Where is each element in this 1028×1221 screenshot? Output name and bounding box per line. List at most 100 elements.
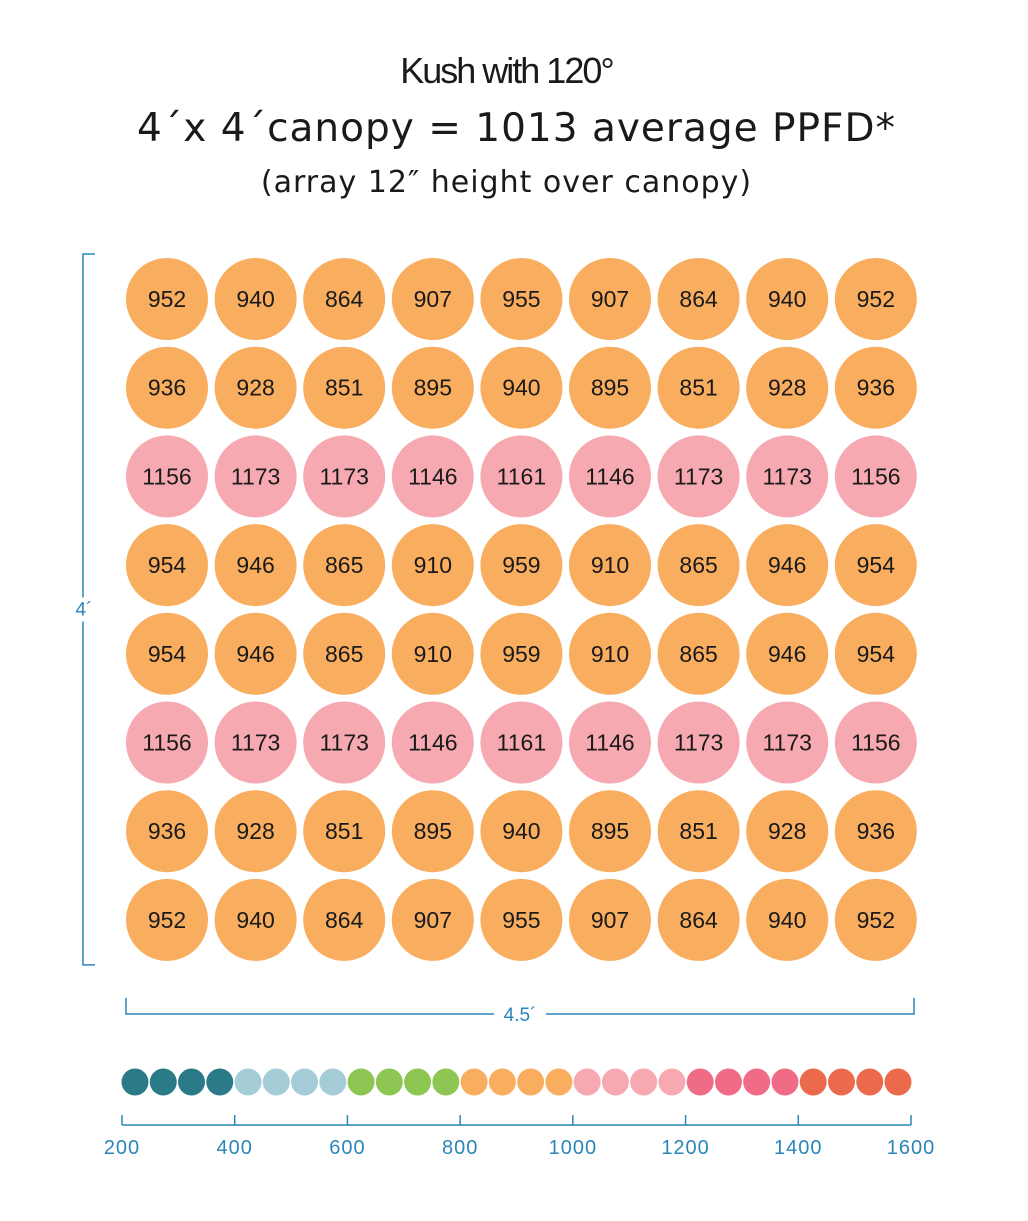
ppfd-cell xyxy=(126,346,208,429)
ppfd-value: 940 xyxy=(502,818,540,844)
ppfd-value: 1156 xyxy=(142,463,191,489)
scale-dot xyxy=(291,1068,319,1096)
scale-dot xyxy=(601,1068,629,1096)
ppfd-value: 959 xyxy=(502,641,540,667)
ppfd-cell xyxy=(214,524,297,607)
ppfd-cell xyxy=(391,612,474,695)
ppfd-value: 907 xyxy=(414,907,452,933)
ppfd-value: 864 xyxy=(679,286,718,312)
scale-dot xyxy=(545,1068,573,1096)
ppfd-value: 955 xyxy=(502,286,540,312)
ppfd-value: 940 xyxy=(236,286,274,312)
scale-dot xyxy=(799,1068,827,1096)
ppfd-cell xyxy=(391,878,474,961)
ppfd-cell xyxy=(834,878,917,961)
ppfd-cell xyxy=(834,258,917,340)
ppfd-value: 1173 xyxy=(231,463,280,489)
ppfd-value: 864 xyxy=(325,286,364,312)
ppfd-cell xyxy=(391,258,474,340)
ppfd-cell xyxy=(126,258,208,340)
scale-dot xyxy=(630,1068,658,1096)
ppfd-value: 851 xyxy=(679,375,717,401)
ppfd-value: 952 xyxy=(148,286,186,312)
chart-note: (array 12″ height over canopy) xyxy=(260,165,753,200)
ppfd-value: 955 xyxy=(502,907,540,933)
ppfd-value: 936 xyxy=(148,818,186,844)
width-label-backing xyxy=(494,1002,546,1026)
ppfd-cell xyxy=(303,435,386,518)
ppfd-cell xyxy=(303,701,386,784)
ppfd-cell xyxy=(480,878,563,961)
chart-subtitle: 4´x 4´canopy = 1013 average PPFD* xyxy=(136,106,897,151)
ppfd-cell xyxy=(391,701,474,784)
scale-dot xyxy=(827,1068,855,1096)
scale-dot xyxy=(658,1068,686,1096)
scale-tick-label: 1200 xyxy=(661,1137,710,1159)
ppfd-cell xyxy=(126,878,208,961)
ppfd-value: 940 xyxy=(768,286,806,312)
ppfd-value: 946 xyxy=(768,641,806,667)
ppfd-value: 928 xyxy=(768,375,806,401)
ppfd-value: 959 xyxy=(502,552,540,578)
ppfd-value: 865 xyxy=(325,641,363,667)
ppfd-cell xyxy=(391,790,474,873)
scale-dot xyxy=(347,1068,375,1096)
ppfd-cell xyxy=(480,258,563,340)
ppfd-value: 851 xyxy=(325,818,363,844)
ppfd-cell xyxy=(569,346,651,429)
ppfd-value: 895 xyxy=(591,818,629,844)
ppfd-cell xyxy=(303,612,386,695)
ppfd-value: 946 xyxy=(236,641,274,667)
ppfd-value: 1173 xyxy=(762,730,811,756)
ppfd-cell xyxy=(480,701,563,784)
ppfd-cell xyxy=(303,258,386,340)
ppfd-cell xyxy=(126,612,208,695)
ppfd-value: 1173 xyxy=(762,463,811,489)
ppfd-value: 864 xyxy=(679,907,718,933)
ppfd-cell xyxy=(834,524,917,607)
ppfd-value: 1173 xyxy=(674,463,723,489)
scale-dot xyxy=(234,1068,262,1096)
ppfd-cell xyxy=(214,790,297,873)
ppfd-cell xyxy=(657,790,740,873)
height-label-backing xyxy=(70,597,98,622)
ppfd-cell xyxy=(391,435,474,518)
ppfd-cell xyxy=(569,790,651,873)
scale-tick-label: 200 xyxy=(104,1137,140,1159)
ppfd-cell xyxy=(657,435,740,518)
ppfd-value: 1173 xyxy=(319,730,368,756)
ppfd-value: 936 xyxy=(857,818,895,844)
ppfd-value: 1173 xyxy=(231,730,280,756)
ppfd-value: 907 xyxy=(591,286,629,312)
ppfd-cell xyxy=(834,435,917,518)
ppfd-value: 940 xyxy=(768,907,806,933)
ppfd-value: 910 xyxy=(591,552,629,578)
ppfd-cell xyxy=(480,790,563,873)
ppfd-cell xyxy=(746,790,829,873)
ppfd-cell xyxy=(303,524,386,607)
ppfd-cell xyxy=(746,524,829,607)
scale-dot xyxy=(488,1068,516,1096)
ppfd-cell xyxy=(303,346,386,429)
ppfd-value: 865 xyxy=(325,552,363,578)
ppfd-value: 952 xyxy=(148,907,186,933)
ppfd-cell xyxy=(657,346,740,429)
ppfd-cell xyxy=(746,258,829,340)
ppfd-cell xyxy=(214,612,297,695)
ppfd-value: 954 xyxy=(148,552,187,578)
ppfd-cell xyxy=(569,435,651,518)
ppfd-value: 895 xyxy=(414,818,452,844)
ppfd-value: 954 xyxy=(857,552,896,578)
scale-tick-label: 1400 xyxy=(774,1137,823,1159)
ppfd-value: 952 xyxy=(857,907,895,933)
scale-tick-label: 800 xyxy=(442,1137,478,1159)
scale-dot xyxy=(884,1068,912,1096)
ppfd-value: 1173 xyxy=(674,730,723,756)
ppfd-value: 954 xyxy=(857,641,896,667)
ppfd-value: 1156 xyxy=(142,730,191,756)
ppfd-value: 928 xyxy=(236,375,274,401)
ppfd-cell xyxy=(303,790,386,873)
scale-dot xyxy=(206,1068,234,1096)
ppfd-cell xyxy=(126,435,208,518)
width-dimension-label: 4.5´ xyxy=(504,1005,537,1026)
